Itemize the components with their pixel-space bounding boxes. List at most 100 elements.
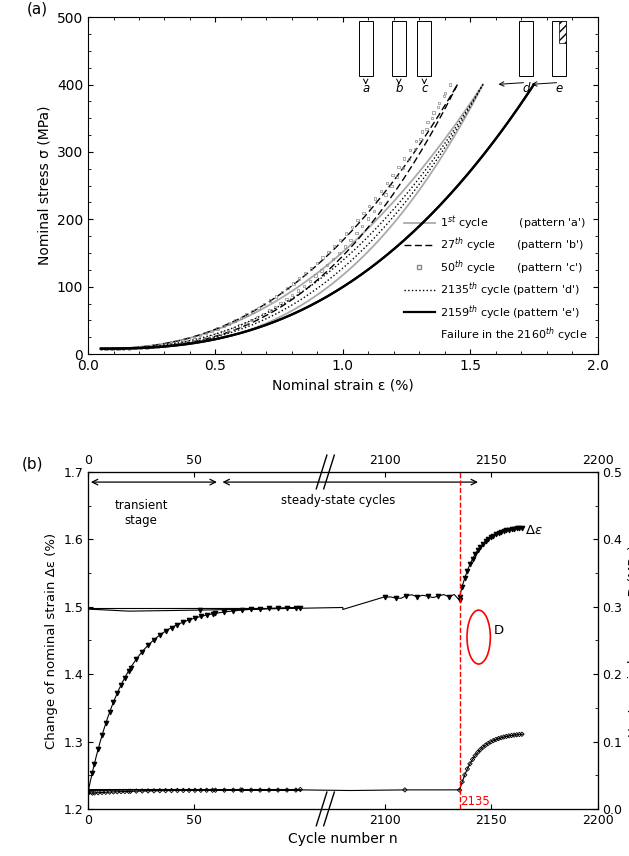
Point bbox=[246, 603, 256, 616]
Point bbox=[287, 288, 298, 301]
Point bbox=[423, 589, 433, 603]
Point bbox=[255, 783, 265, 797]
Point bbox=[483, 532, 493, 546]
Point bbox=[380, 591, 390, 604]
Point bbox=[335, 233, 345, 247]
Point bbox=[120, 671, 130, 685]
Point bbox=[236, 311, 246, 324]
Point bbox=[455, 590, 465, 603]
Point bbox=[89, 786, 99, 800]
Point bbox=[172, 335, 182, 348]
Point bbox=[273, 601, 283, 615]
Text: d: d bbox=[523, 82, 530, 95]
Point bbox=[167, 621, 177, 634]
Point bbox=[259, 297, 269, 311]
Point bbox=[401, 589, 411, 603]
Point bbox=[504, 729, 514, 743]
Point bbox=[210, 607, 220, 621]
Point bbox=[252, 311, 262, 324]
Point bbox=[273, 783, 283, 797]
Point bbox=[457, 775, 467, 788]
Point bbox=[235, 318, 245, 332]
Point bbox=[246, 783, 256, 797]
Point bbox=[282, 281, 292, 294]
Point bbox=[182, 336, 192, 349]
Point bbox=[318, 251, 328, 265]
Point bbox=[93, 742, 103, 756]
Point bbox=[228, 783, 238, 797]
Point bbox=[488, 734, 498, 747]
Point bbox=[247, 313, 257, 327]
Point bbox=[340, 240, 350, 253]
Point bbox=[264, 602, 274, 615]
Point bbox=[499, 524, 509, 538]
Point bbox=[131, 341, 141, 354]
Point bbox=[465, 757, 475, 770]
Point bbox=[160, 624, 170, 638]
Point bbox=[196, 609, 206, 623]
Point bbox=[386, 179, 396, 193]
Point bbox=[433, 589, 443, 603]
Point bbox=[517, 520, 527, 534]
Point bbox=[104, 705, 114, 719]
Point bbox=[412, 590, 422, 603]
Point bbox=[494, 732, 504, 746]
Point bbox=[294, 271, 304, 285]
Text: 2135: 2135 bbox=[460, 794, 491, 807]
Text: D: D bbox=[494, 624, 504, 637]
Point bbox=[143, 639, 153, 652]
Point bbox=[166, 336, 176, 349]
Point bbox=[83, 787, 93, 800]
Point bbox=[393, 160, 403, 174]
Text: transient
stage: transient stage bbox=[114, 499, 168, 527]
Point bbox=[101, 342, 111, 355]
Point bbox=[501, 729, 511, 743]
Point bbox=[462, 564, 472, 578]
Point bbox=[352, 226, 362, 240]
Point bbox=[183, 331, 193, 345]
Text: (a): (a) bbox=[27, 2, 48, 17]
Bar bbox=[559, 21, 566, 44]
Point bbox=[515, 521, 525, 535]
Point bbox=[375, 196, 385, 210]
Point bbox=[400, 783, 410, 797]
Text: a: a bbox=[362, 82, 369, 95]
Point bbox=[476, 540, 486, 554]
Point bbox=[206, 330, 216, 343]
Point bbox=[210, 783, 220, 797]
Point bbox=[137, 645, 147, 658]
Point bbox=[137, 784, 147, 798]
Point bbox=[149, 784, 159, 798]
Point bbox=[470, 547, 480, 561]
Point bbox=[467, 552, 477, 566]
Point bbox=[118, 342, 128, 355]
Point bbox=[392, 170, 403, 184]
Point bbox=[411, 134, 421, 148]
Point bbox=[476, 743, 486, 757]
Point bbox=[148, 339, 159, 353]
Point bbox=[509, 522, 519, 536]
Point bbox=[154, 338, 164, 352]
Point bbox=[281, 292, 291, 306]
Point bbox=[328, 252, 338, 265]
Point bbox=[125, 784, 136, 798]
Point bbox=[131, 652, 142, 666]
Point bbox=[195, 328, 205, 342]
Point bbox=[322, 258, 332, 271]
Y-axis label: Change of nominal strain Δε (%): Change of nominal strain Δε (%) bbox=[45, 532, 58, 748]
Point bbox=[300, 267, 310, 281]
Point bbox=[363, 211, 373, 225]
Point bbox=[194, 333, 204, 347]
Point bbox=[170, 337, 181, 351]
Point bbox=[178, 783, 188, 797]
Point bbox=[195, 603, 205, 617]
Point bbox=[237, 783, 247, 797]
Point bbox=[465, 557, 475, 571]
Point bbox=[112, 342, 122, 355]
Point bbox=[142, 340, 152, 354]
Point bbox=[481, 534, 491, 548]
Point bbox=[93, 786, 103, 800]
Point bbox=[207, 324, 217, 337]
Point bbox=[253, 301, 264, 315]
Point bbox=[499, 730, 509, 744]
